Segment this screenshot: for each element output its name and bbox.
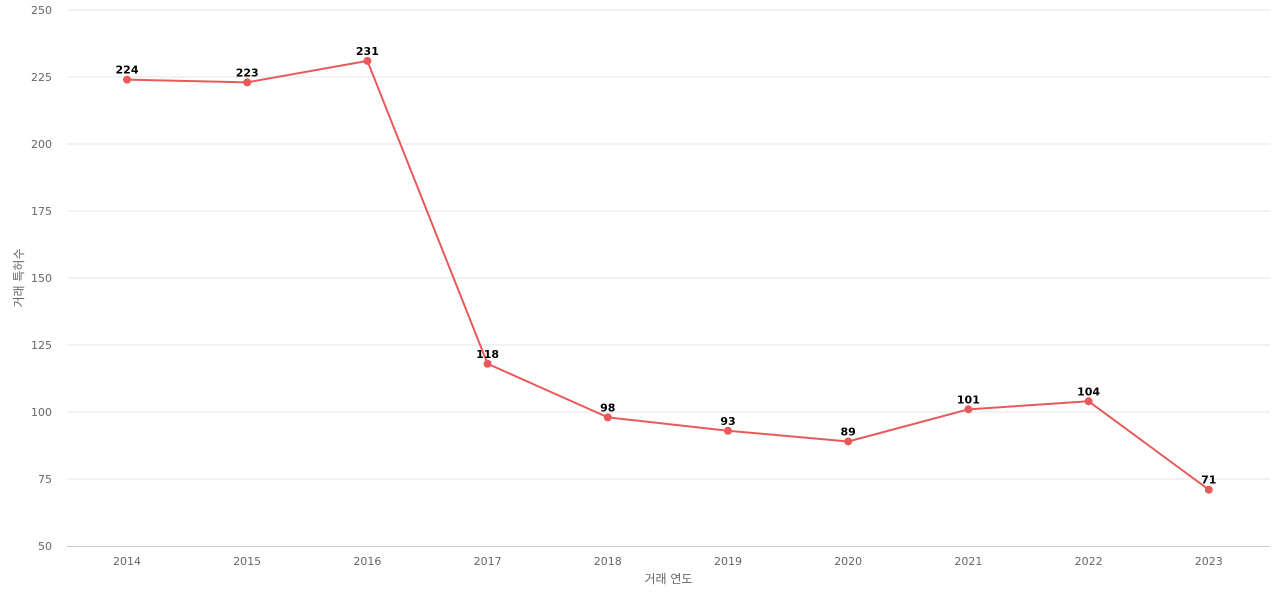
data-point-2017[interactable] — [483, 359, 492, 368]
data-point-2019[interactable] — [724, 426, 732, 435]
data-point-2014[interactable] — [123, 75, 131, 84]
y-tick-label-250: 250 — [31, 4, 52, 17]
y-axis-title: 거래 특허수 — [12, 248, 26, 307]
data-point-2018[interactable] — [603, 413, 612, 422]
data-label-2017: 118 — [476, 348, 499, 361]
x-tick-label-2014: 2014 — [113, 555, 141, 568]
y-tick-label-125: 125 — [31, 339, 52, 352]
data-point-2021[interactable] — [964, 405, 973, 414]
y-tick-label-225: 225 — [31, 71, 52, 84]
data-point-2015[interactable] — [243, 78, 252, 87]
y-tick-label-100: 100 — [31, 406, 52, 419]
y-tick-label-175: 175 — [31, 205, 52, 218]
data-points — [123, 56, 1213, 494]
x-axis-title: 거래 연도 — [645, 572, 693, 586]
x-tick-label-2018: 2018 — [594, 555, 622, 568]
data-label-2023: 71 — [1201, 474, 1216, 487]
data-label-2016: 231 — [356, 45, 379, 58]
data-point-2020[interactable] — [844, 437, 853, 446]
x-tick-label-2016: 2016 — [353, 555, 381, 568]
grid-layer — [67, 9, 1270, 480]
y-tick-label-75: 75 — [38, 473, 52, 486]
y-tick-label-50: 50 — [38, 540, 52, 553]
x-tick-label-2015: 2015 — [233, 555, 261, 568]
x-tick-label-2021: 2021 — [954, 555, 982, 568]
series-line — [126, 59, 1210, 491]
data-point-2022[interactable] — [1084, 397, 1093, 406]
x-tick-label-2020: 2020 — [834, 555, 862, 568]
x-tick-label-2019: 2019 — [714, 555, 742, 568]
y-tick-label-200: 200 — [31, 138, 52, 151]
x-tick-label-2023: 2023 — [1195, 555, 1223, 568]
data-label-2014: 224 — [116, 64, 139, 77]
data-point-2023[interactable] — [1204, 485, 1213, 494]
data-label-2022: 104 — [1077, 385, 1100, 398]
x-tick-label-2017: 2017 — [474, 555, 502, 568]
data-label-2018: 98 — [600, 401, 615, 414]
y-axis-ticks: 50 75 100 125 150 175 200 225 250 — [31, 4, 52, 553]
data-label-2021: 101 — [957, 393, 980, 406]
data-label-2015: 223 — [236, 66, 259, 79]
x-tick-label-2022: 2022 — [1075, 555, 1103, 568]
data-point-2016[interactable] — [363, 56, 372, 65]
y-tick-label-150: 150 — [31, 272, 52, 285]
data-label-2020: 89 — [841, 425, 856, 438]
x-axis-ticks: 2014 2015 2016 2017 2018 2019 2020 2021 2022 2023 — [113, 555, 1223, 568]
data-labels: 224 223 231 118 98 93 89 101 104 71 — [116, 45, 1217, 487]
data-label-2019: 93 — [720, 415, 735, 428]
